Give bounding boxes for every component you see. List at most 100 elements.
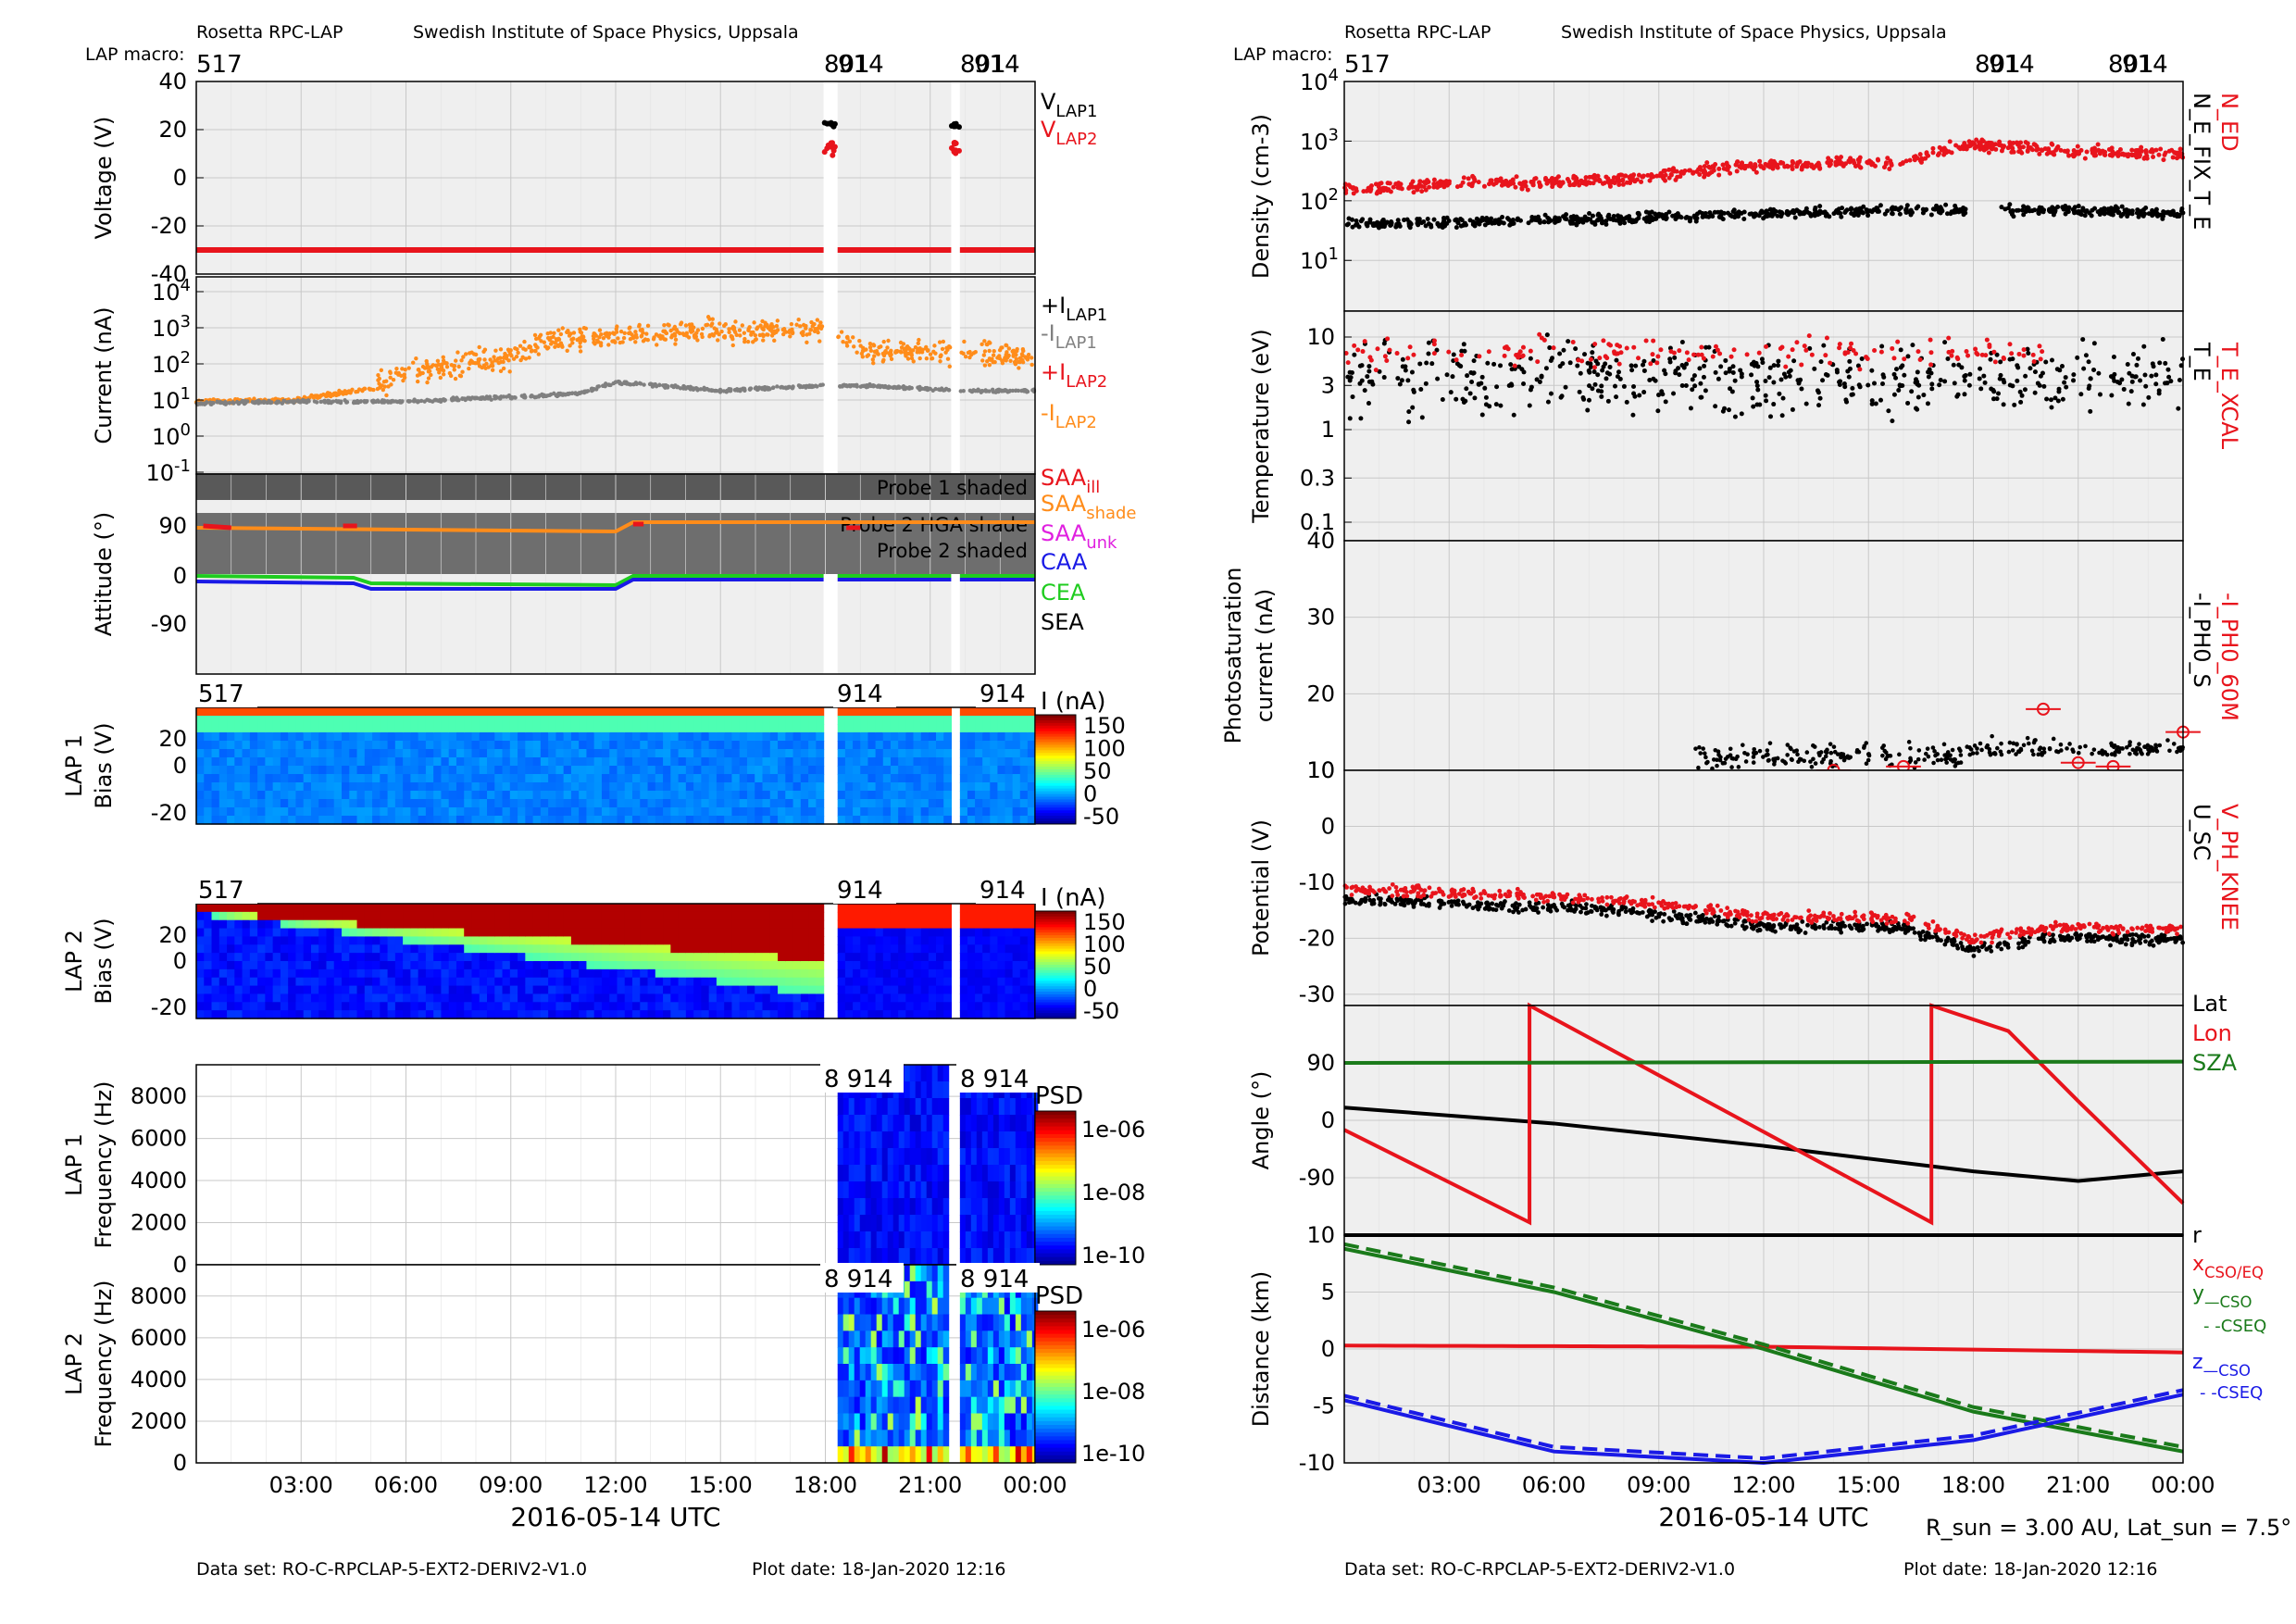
lap2-bias-cell	[218, 985, 228, 995]
lap1-bias-cell	[579, 816, 588, 825]
lap1-bias-cell	[632, 816, 641, 825]
lap2-bias-cell	[739, 985, 748, 995]
lap2-bias-cell	[693, 911, 702, 921]
lap1-bias-cell	[518, 782, 526, 792]
lap1-bias-cell	[693, 757, 702, 767]
lap1-bias-cell	[555, 724, 565, 733]
lap1-bias-cell	[509, 724, 518, 733]
lap2-bias-cell	[342, 977, 350, 987]
lap1-bias-cell	[678, 782, 687, 792]
lap2-bias-cell	[509, 911, 518, 921]
lap1-bias-cell	[882, 816, 892, 825]
lap2-bias-cell	[617, 911, 626, 921]
lap2-bias-cell	[920, 961, 930, 970]
lap2-bias-cell	[593, 953, 603, 962]
lap1-bias-cell	[257, 799, 266, 808]
i-lap1-point	[197, 402, 203, 406]
lap1-bias-cell	[579, 782, 588, 792]
i-lap2-point	[695, 328, 701, 332]
lap1-bias-cell	[678, 716, 687, 725]
lap1-bias-cell	[982, 766, 991, 775]
i-lap1-point	[482, 396, 488, 401]
lap1-bias-cell	[685, 791, 694, 800]
lap1-bias-cell	[663, 807, 671, 817]
lap2-bias-cell	[882, 936, 892, 945]
lap1-bias-cell	[586, 749, 595, 758]
lap1-bias-cell	[586, 816, 595, 825]
lap2-bias-cell	[593, 919, 603, 930]
lap1-bias-cell	[882, 766, 892, 775]
lap2-bias-cell	[265, 928, 274, 938]
lap1-bias-cell	[975, 807, 983, 817]
lap1-bias-cell	[441, 816, 450, 825]
i-lap2-point	[1013, 361, 1017, 367]
lap1-bias-cell	[670, 707, 680, 717]
lap1-bias-cell	[394, 816, 404, 825]
lap1-bias-cell	[640, 757, 649, 767]
lap1-bias-cell	[640, 807, 649, 817]
lap2-bias-cell	[875, 919, 884, 930]
lap2-bias-cell	[586, 944, 595, 954]
lap2-bias-cell	[632, 904, 641, 913]
lap1-bias-cell	[640, 782, 649, 792]
lap1-bias-cell	[716, 757, 725, 767]
lap2-bias-cell	[242, 953, 251, 962]
lap1-bias-cell	[746, 741, 755, 750]
lap2-bias-cell	[218, 1010, 228, 1019]
lap2-bias-cell	[617, 977, 626, 987]
lap1-bias-cell	[670, 716, 680, 725]
i-lap2-point	[917, 356, 922, 361]
lap2-bias-cell	[609, 977, 618, 987]
i-lap2-point	[566, 329, 570, 333]
lap1-bias-cell	[548, 766, 556, 775]
lap2-bias-cell	[601, 977, 610, 987]
lap2-bias-cell	[632, 1010, 641, 1019]
lap1-bias-cell	[464, 791, 473, 800]
lap2-bias-cell	[1004, 944, 1014, 954]
i-lap2-point	[881, 352, 886, 357]
lap2-bias-cell	[448, 961, 457, 970]
lap1-freq-cell	[842, 1198, 850, 1216]
i-lap1-point	[236, 401, 242, 406]
lap2-bias-cell	[555, 911, 565, 921]
lap1-bias-cell	[280, 732, 289, 742]
i-lap1-point	[312, 399, 318, 404]
lap2-bias-cell	[326, 936, 335, 945]
lap2-bias-cell	[837, 985, 846, 995]
lap1-bias-cell	[448, 716, 457, 725]
lap2-bias-cell	[548, 961, 556, 970]
lap1-bias-cell	[410, 766, 419, 775]
lap1-bias-cell	[778, 741, 786, 750]
lap1-bias-cell	[425, 791, 434, 800]
lap1-bias-cell	[800, 782, 809, 792]
lap2-bias-cell	[471, 1010, 480, 1019]
lap2-bias-cell	[778, 961, 786, 970]
lap2-bias-cell	[685, 985, 694, 995]
lap1-bias-cell	[349, 766, 358, 775]
lap2-bias-cell	[867, 1002, 877, 1011]
lap2-bias-cell	[1012, 936, 1021, 945]
lap1-bias-cell	[265, 757, 274, 767]
lap2-bias-cell	[548, 944, 556, 954]
lap1-freq-cell	[876, 1231, 883, 1249]
lap2-bias-cell	[990, 928, 999, 938]
lap2-bias-cell	[518, 961, 526, 970]
lap2-bias-cell	[731, 961, 741, 970]
i-lap2-point	[507, 369, 512, 374]
lap1-bias-cell	[1012, 732, 1021, 742]
i-lap2-point	[341, 391, 345, 396]
lap2-bias-cell	[640, 993, 649, 1003]
lap2-bias-cell	[464, 985, 473, 995]
lap1-bias-cell	[898, 732, 906, 742]
lap2-bias-cell	[218, 944, 228, 954]
lap2-bias-cell	[982, 904, 991, 913]
lap2-bias-cell	[860, 993, 869, 1003]
lap2-bias-cell	[792, 1002, 802, 1011]
lap1-bias-cell	[959, 757, 968, 767]
lap1-bias-cell	[410, 716, 419, 725]
lap1-bias-cell	[394, 766, 404, 775]
lap2-bias-cell	[295, 1002, 305, 1011]
lap2-bias-cell	[928, 944, 937, 954]
lap1-bias-cell	[288, 749, 297, 758]
lap1-bias-cell	[943, 766, 952, 775]
